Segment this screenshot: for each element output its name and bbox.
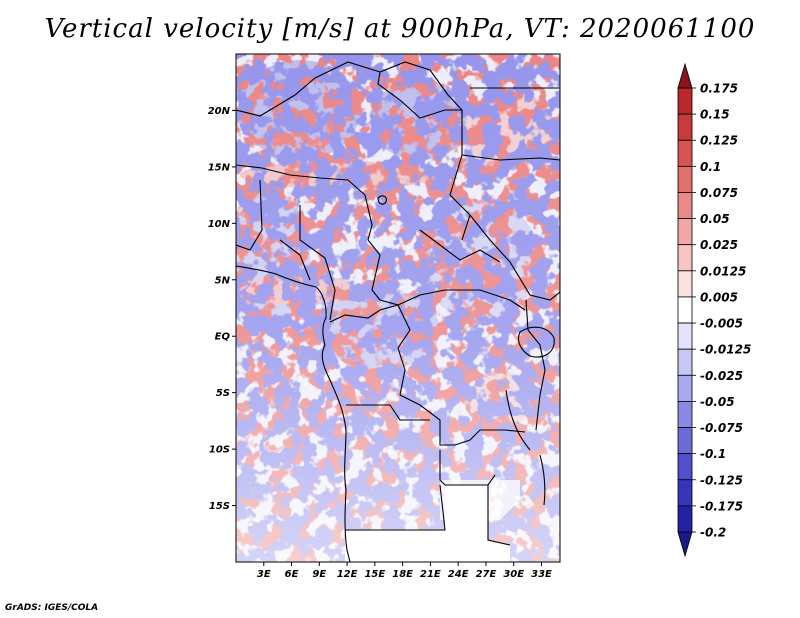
colorbar-swatch (677, 505, 693, 533)
colorbar-label: 0.075 (700, 186, 738, 200)
lat-tick-label: 15S (209, 501, 230, 512)
colorbar-label: 0.005 (700, 290, 738, 304)
plot-title: Vertical velocity [m/s] at 900hPa, VT: 2… (44, 14, 756, 44)
lon-tick-label: 21E (420, 569, 441, 580)
colorbar-swatch (677, 87, 693, 115)
colorbar-swatch (677, 296, 693, 324)
lat-tick-label: EQ (215, 332, 231, 343)
colorbar-label: 0.025 (700, 238, 738, 252)
lake-victoria (517, 326, 555, 358)
colorbar-label: -0.025 (700, 369, 743, 383)
lon-tick-label: 24E (448, 569, 469, 580)
colorbar-swatch (677, 218, 693, 246)
colorbar-label: 0.15 (700, 108, 730, 122)
colorbar-swatch (677, 479, 693, 507)
lake-tanganyika (505, 389, 531, 451)
lon-tick-label: 30E (503, 569, 524, 580)
colorbar-label: -0.005 (700, 317, 743, 331)
lake-malawi (539, 454, 546, 506)
lon-tick-label: 9E (312, 569, 326, 580)
colorbar-label: 0.0125 (700, 264, 746, 278)
colorbar-swatch (677, 139, 693, 167)
colorbar-swatch (677, 427, 693, 455)
lon-tick-label: 12E (337, 569, 358, 580)
colorbar-label: 0.125 (700, 134, 738, 148)
colorbar-bottom-tip (677, 531, 693, 558)
colorbar-swatch (677, 192, 693, 219)
colorbar-swatch (677, 270, 693, 298)
colorbar-top-tip (677, 62, 693, 89)
lat-tick-label: 5S (216, 388, 230, 399)
grads-credit: GrADS: IGES/COLA (5, 603, 99, 613)
colorbar-swatch (677, 244, 693, 272)
colorbar-label: -0.175 (700, 499, 743, 513)
latitude-axis: 20N 15N 10N 5N EQ 5S 10S 15S (208, 106, 236, 512)
lake-chad (377, 195, 387, 205)
coastlines-and-borders (236, 61, 560, 562)
colorbar-swatch (677, 165, 693, 193)
map-panel (236, 54, 560, 562)
colorbar-label: -0.1 (700, 447, 726, 461)
colorbar-label: -0.125 (700, 473, 743, 487)
longitude-axis: 3E 6E 9E 12E 15E 18E 21E 24E 27E 30E 33E (257, 562, 552, 580)
west-africa-coastline (236, 265, 351, 562)
lon-tick-label: 15E (364, 569, 385, 580)
colorbar-swatch (677, 322, 693, 350)
colorbar-label: -0.075 (700, 421, 743, 435)
lat-tick-label: 15N (208, 162, 231, 173)
country-borders (236, 61, 560, 546)
lon-tick-label: 33E (531, 569, 552, 580)
colorbar-swatch (677, 374, 693, 402)
colorbar-swatch (677, 401, 693, 428)
colorbar-label: -0.2 (700, 526, 726, 540)
missing-data-patch (440, 480, 520, 520)
colorbar-label: 0.175 (700, 82, 738, 96)
colorbar-label: 0.05 (700, 212, 730, 226)
colorbar: 0.175 0.15 0.125 0.1 0.075 0.05 0.025 0.0125 0.0… (677, 62, 751, 558)
colorbar-label: -0.05 (700, 395, 735, 409)
map-frame (235, 53, 561, 563)
lon-tick-label: 27E (476, 569, 497, 580)
colorbar-label: -0.0125 (700, 343, 751, 357)
lat-tick-label: 10N (208, 219, 231, 230)
colorbar-swatch (677, 113, 693, 141)
field-fade (236, 54, 560, 562)
lat-tick-label: 10S (209, 445, 230, 456)
lon-tick-label: 18E (392, 569, 413, 580)
colorbar-swatch (677, 453, 693, 481)
lat-tick-label: 20N (208, 106, 231, 117)
lon-tick-label: 6E (285, 569, 299, 580)
colorbar-swatch (677, 348, 693, 376)
colorbar-label: 0.1 (700, 160, 721, 174)
lon-tick-label: 3E (257, 569, 271, 580)
lat-tick-label: 5N (215, 275, 231, 286)
